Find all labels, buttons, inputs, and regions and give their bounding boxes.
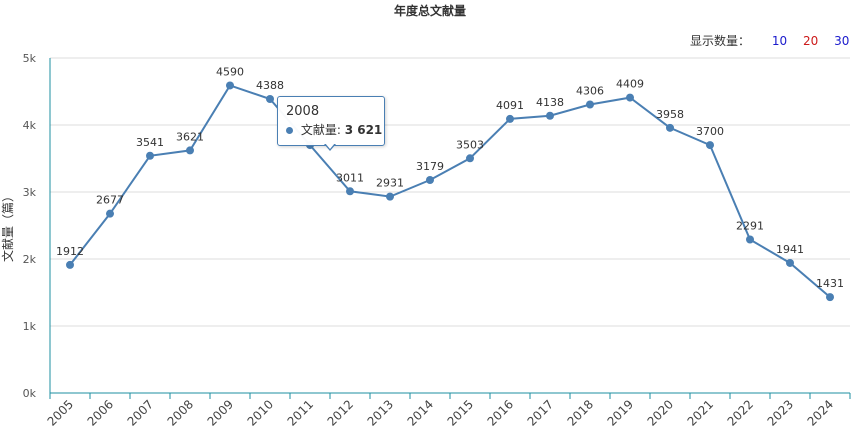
data-point[interactable] [826, 293, 834, 302]
x-tick-label: 2017 [525, 397, 556, 428]
chart-title: 年度总文献量 [393, 4, 466, 18]
data-label: 4590 [216, 65, 244, 78]
data-label: 1941 [776, 243, 804, 256]
data-point[interactable] [386, 192, 394, 201]
data-point[interactable] [266, 95, 274, 104]
y-tick-label: 5k [23, 52, 37, 65]
data-point[interactable] [706, 141, 714, 150]
display-count-10[interactable]: 10 [771, 34, 788, 48]
x-tick-label: 2021 [685, 397, 716, 428]
data-label: 4388 [256, 79, 284, 92]
tooltip-series-label: 文献量: [300, 123, 341, 137]
x-tick-label: 2007 [125, 397, 156, 428]
tooltip-series-dot-icon [286, 127, 293, 134]
data-label: 3958 [656, 108, 684, 121]
data-label: 1431 [816, 277, 844, 290]
x-tick-label: 2018 [565, 397, 596, 428]
series-line [69, 84, 831, 298]
data-point[interactable] [466, 154, 474, 163]
x-tick-label: 2024 [805, 397, 836, 428]
data-point[interactable] [186, 146, 194, 155]
data-label: 2291 [736, 220, 764, 233]
data-label: 3503 [456, 138, 484, 151]
x-tick-label: 2014 [405, 397, 436, 428]
x-tick-label: 2009 [205, 397, 236, 428]
y-tick-label: 4k [23, 119, 37, 132]
data-label: 1912 [56, 245, 84, 258]
tooltip-value: 3 621 [344, 123, 383, 137]
data-label: 4409 [616, 78, 644, 91]
data-point[interactable] [106, 209, 114, 218]
data-point[interactable] [786, 258, 794, 267]
data-label: 2931 [376, 177, 404, 190]
data-point[interactable] [666, 123, 674, 132]
data-label: 4091 [496, 99, 524, 112]
display-count-label: 显示数量： [690, 34, 751, 48]
y-tick-label: 2k [23, 253, 37, 266]
data-label: 2677 [96, 194, 124, 207]
data-label: 4306 [576, 84, 604, 97]
y-tick-label: 1k [23, 320, 37, 333]
data-label: 3621 [176, 130, 204, 143]
y-axis-label: 文献量（篇） [0, 190, 15, 262]
data-point[interactable] [426, 176, 434, 185]
data-point[interactable] [346, 187, 354, 196]
y-tick-label: 3k [23, 186, 37, 199]
x-tick-label: 2015 [445, 397, 476, 428]
x-tick-label: 2012 [325, 397, 356, 428]
data-point[interactable] [626, 93, 634, 102]
data-point[interactable] [66, 260, 74, 269]
x-tick-label: 2019 [605, 397, 636, 428]
data-label: 3179 [416, 160, 444, 173]
x-tick-label: 2010 [245, 397, 276, 428]
x-tick-label: 2023 [765, 397, 796, 428]
x-tick-label: 2006 [85, 397, 116, 428]
data-tooltip: 2008 文献量: 3 621 [277, 96, 385, 151]
x-tick-label: 2020 [645, 397, 676, 428]
tooltip-year: 2008 [286, 104, 320, 119]
data-label: 3541 [136, 136, 164, 149]
x-tick-label: 2022 [725, 397, 756, 428]
data-point[interactable] [746, 235, 754, 244]
tooltip-row: 文献量: 3 621 [286, 121, 382, 138]
x-tick-label: 2005 [45, 397, 76, 428]
data-point[interactable] [546, 111, 554, 120]
data-label: 3011 [336, 171, 364, 184]
data-label: 4138 [536, 96, 564, 109]
tooltip-pointer [324, 143, 336, 151]
x-tick-label: 2011 [285, 397, 316, 428]
data-point[interactable] [506, 114, 514, 123]
display-count-control: 显示数量： 10 20 30 [690, 32, 849, 49]
x-tick-label: 2008 [165, 397, 196, 428]
display-count-20[interactable]: 20 [802, 34, 819, 48]
data-point[interactable] [586, 100, 594, 109]
data-point[interactable] [146, 151, 154, 160]
data-point[interactable] [226, 81, 234, 90]
display-count-30[interactable]: 30 [834, 34, 850, 48]
x-tick-label: 2013 [365, 397, 396, 428]
x-tick-label: 2016 [485, 397, 516, 428]
y-tick-label: 0k [23, 387, 37, 400]
data-label: 3700 [696, 125, 724, 138]
